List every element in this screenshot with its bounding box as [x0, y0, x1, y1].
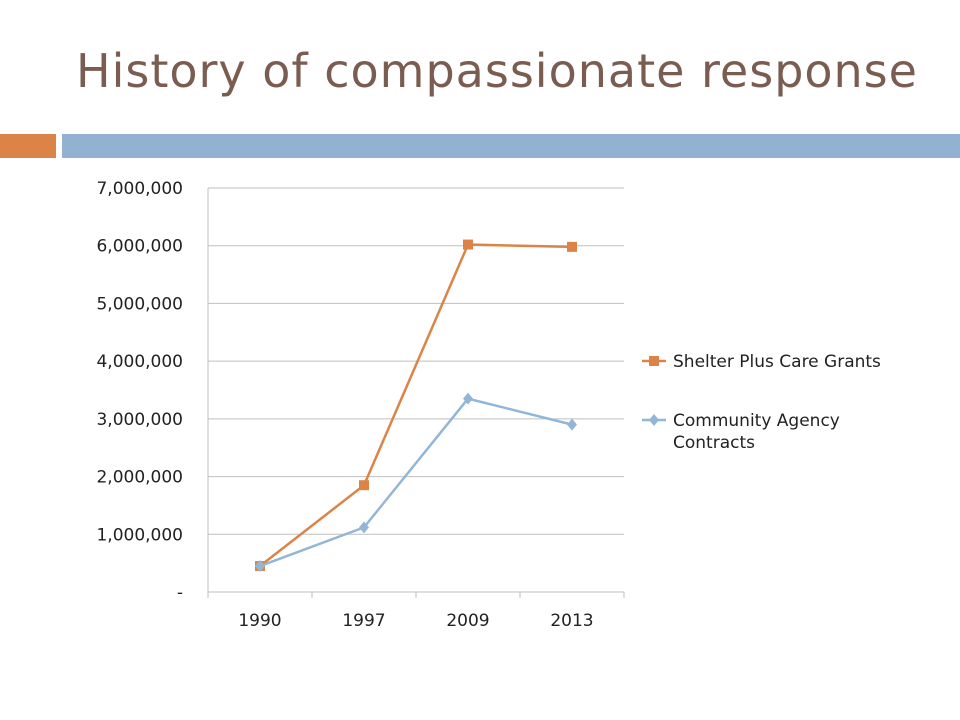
data-point: [359, 521, 369, 534]
legend-label-line: Community Agency: [673, 411, 840, 431]
legend-marker: [649, 356, 659, 366]
y-tick-label: 2,000,000: [96, 468, 183, 488]
y-tick-label: 1,000,000: [96, 525, 183, 545]
x-tick-label: 2009: [446, 611, 489, 631]
legend-label: Shelter Plus Care Grants: [673, 352, 881, 372]
legend-label: Community Agency Contracts: [673, 411, 840, 453]
series-line: [259, 243, 573, 568]
legend-label-line: Contracts: [673, 433, 755, 453]
accent-bar-blue: [62, 134, 960, 158]
x-tick-label: 1990: [238, 611, 281, 631]
legend-marker: [649, 414, 659, 426]
y-tick-label: 3,000,000: [96, 410, 183, 430]
x-tick-label: 2013: [550, 611, 593, 631]
x-tick-label: 1997: [342, 611, 385, 631]
data-point: [463, 392, 473, 405]
legend-label-line: Shelter Plus Care Grants: [673, 352, 881, 372]
y-tick-label: 6,000,000: [96, 237, 183, 257]
y-tick-label: 5,000,000: [96, 294, 183, 314]
data-point: [359, 480, 369, 491]
data-point: [255, 560, 265, 573]
y-tick-label: 4,000,000: [96, 352, 183, 372]
data-point: [463, 239, 473, 250]
slide-title: History of compassionate response: [76, 44, 918, 98]
series-line: [259, 397, 573, 568]
y-tick-label: -: [177, 583, 183, 603]
y-tick-label: 7,000,000: [96, 179, 183, 199]
data-point: [567, 418, 577, 431]
data-point: [567, 241, 577, 252]
accent-bar-orange: [0, 134, 56, 158]
